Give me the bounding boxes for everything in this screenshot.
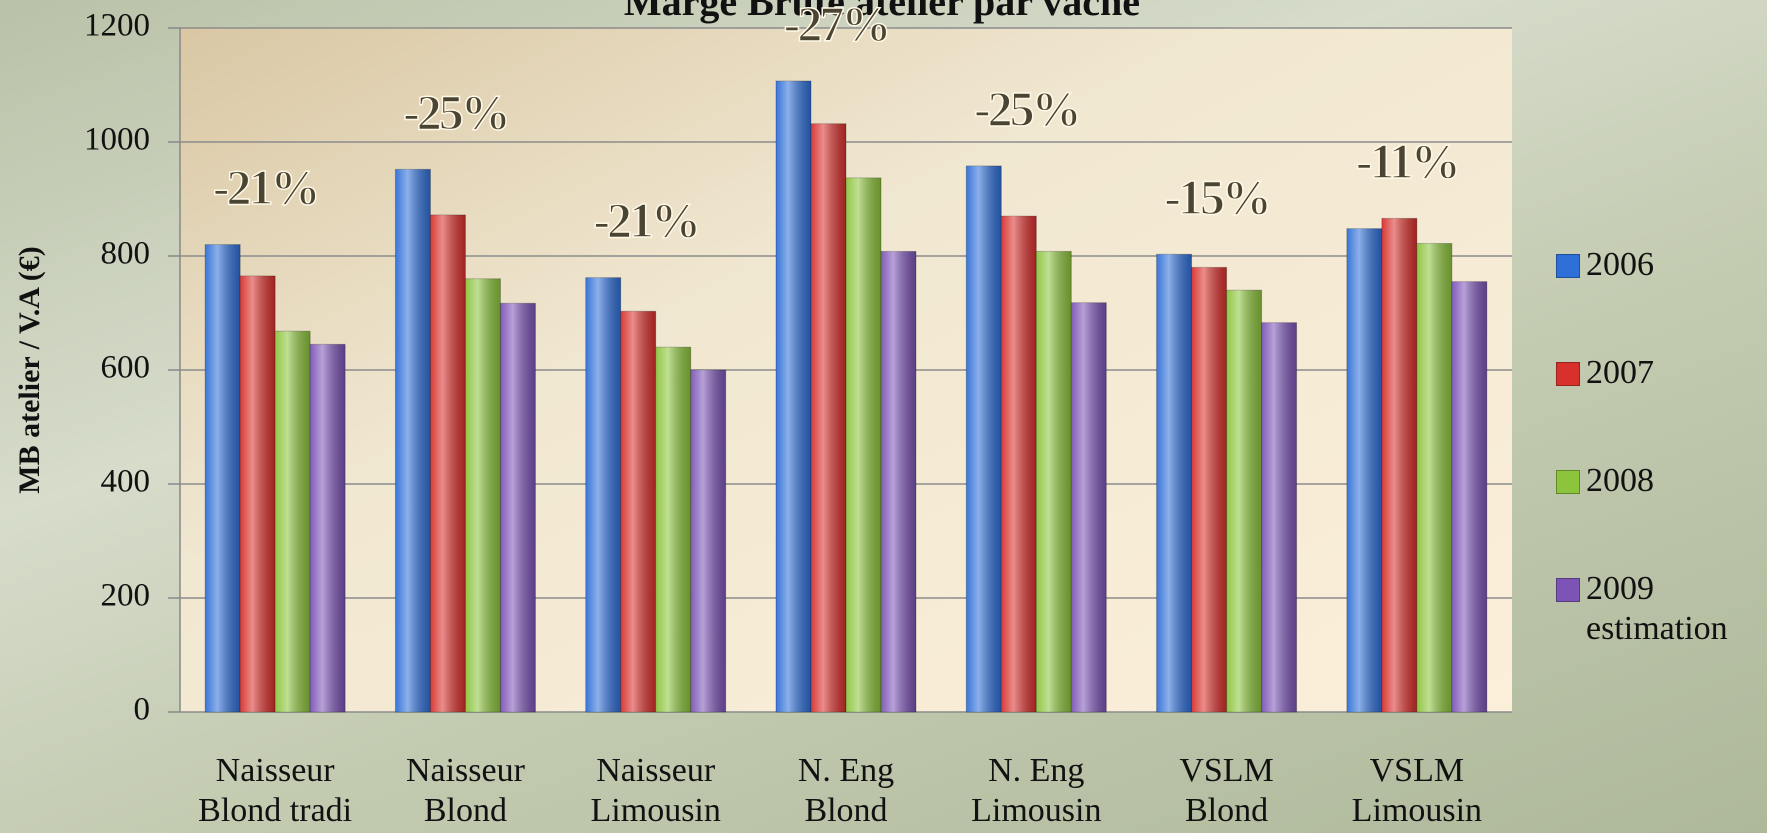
legend-swatch xyxy=(1556,362,1580,386)
legend-label: 2009 estimation xyxy=(1586,570,1728,647)
bar-shine xyxy=(500,303,536,712)
annotation: -25% xyxy=(403,84,508,140)
legend-label: 2006 xyxy=(1586,246,1654,283)
bar-shine xyxy=(240,275,276,712)
x-tick-label-line: Blond xyxy=(1185,792,1268,829)
y-tick-label: 800 xyxy=(101,236,151,272)
bar-shine xyxy=(1071,302,1107,712)
annotation: -21% xyxy=(213,159,318,215)
legend-item: 2008 xyxy=(1556,461,1761,569)
x-tick-label: Naisseur Limousin xyxy=(591,752,721,829)
x-tick-label: N. Eng Limousin xyxy=(971,752,1101,829)
annotation: -27% xyxy=(784,0,889,51)
x-tick-label: Naisseur Blond tradi xyxy=(198,752,352,829)
bar-shine xyxy=(275,331,311,712)
bar-shine xyxy=(881,251,916,712)
bar-shine xyxy=(1261,322,1297,712)
bar-shine xyxy=(620,311,656,712)
bar-shine xyxy=(1226,290,1262,712)
x-tick-label-line: Naisseur xyxy=(596,752,716,789)
x-tick-label-line: N. Eng xyxy=(798,752,894,789)
x-tick-label-line: VSLM xyxy=(1370,752,1464,789)
bar-shine xyxy=(585,277,621,712)
annotation: -21% xyxy=(593,192,698,248)
x-tick-label-line: VSLM xyxy=(1179,752,1273,789)
annotation: -15% xyxy=(1164,169,1269,225)
legend-swatch xyxy=(1556,254,1580,278)
chart-title: Marge Brute atelier par vache xyxy=(624,0,1140,24)
bar-shine xyxy=(430,214,466,712)
x-tick-label: Naisseur Blond xyxy=(406,752,526,829)
bar-shine xyxy=(1416,243,1452,712)
legend-label: 2008 xyxy=(1586,462,1654,499)
x-tick-label-line: Blond xyxy=(424,792,507,829)
x-tick-label-line: Naisseur xyxy=(216,752,336,789)
bar-shine xyxy=(1346,228,1382,712)
legend-label: 2007 xyxy=(1586,354,1654,391)
x-tick-label: N. Eng Blond xyxy=(798,752,894,829)
bar-shine xyxy=(310,344,346,712)
bar-shine xyxy=(395,169,431,713)
legend-item: 2006 xyxy=(1556,245,1761,353)
bar-shine xyxy=(1381,218,1417,712)
bar-shine xyxy=(690,370,726,712)
y-tick-label: 0 xyxy=(134,692,151,728)
x-tick-label-line: Limousin xyxy=(1352,792,1482,829)
legend: 2006 2007 2008 2009 estimation xyxy=(1556,245,1761,677)
y-tick-label: 400 xyxy=(101,464,151,500)
y-tick-label: 1000 xyxy=(84,122,150,158)
bar-shine xyxy=(465,278,501,712)
bar-shine xyxy=(1156,254,1192,713)
bar-shine xyxy=(1001,216,1037,712)
x-tick-label: VSLM Blond xyxy=(1179,752,1273,829)
legend-item: 2007 xyxy=(1556,353,1761,461)
bar-shine xyxy=(811,123,846,712)
y-tick-label: 1200 xyxy=(84,8,150,44)
bar-shine xyxy=(776,81,811,712)
x-tick-label-line: Blond tradi xyxy=(198,792,352,829)
bar-shine xyxy=(966,165,1002,712)
bar-shine xyxy=(655,347,691,712)
bar-shine xyxy=(1036,251,1072,712)
x-tick-label: VSLM Limousin xyxy=(1352,752,1482,829)
y-axis-label: MB atelier / V.A (€) xyxy=(13,246,46,493)
legend-swatch xyxy=(1556,578,1580,602)
annotation: -11% xyxy=(1356,133,1458,189)
bar-shine xyxy=(1451,281,1487,712)
y-tick-label: 600 xyxy=(101,350,151,386)
x-tick-label-line: Blond xyxy=(804,792,887,829)
x-tick-label-line: N. Eng xyxy=(988,752,1084,789)
bar-shine xyxy=(846,177,881,712)
annotation: -25% xyxy=(974,80,1079,136)
x-tick-label-line: Limousin xyxy=(971,792,1101,829)
bar-shine xyxy=(1191,267,1227,712)
legend-swatch xyxy=(1556,470,1580,494)
x-tick-label-line: Naisseur xyxy=(406,752,526,789)
y-tick-label: 200 xyxy=(101,578,151,614)
x-tick-label-line: Limousin xyxy=(591,792,721,829)
legend-item: 2009 estimation xyxy=(1556,569,1761,677)
bar-shine xyxy=(205,244,241,712)
